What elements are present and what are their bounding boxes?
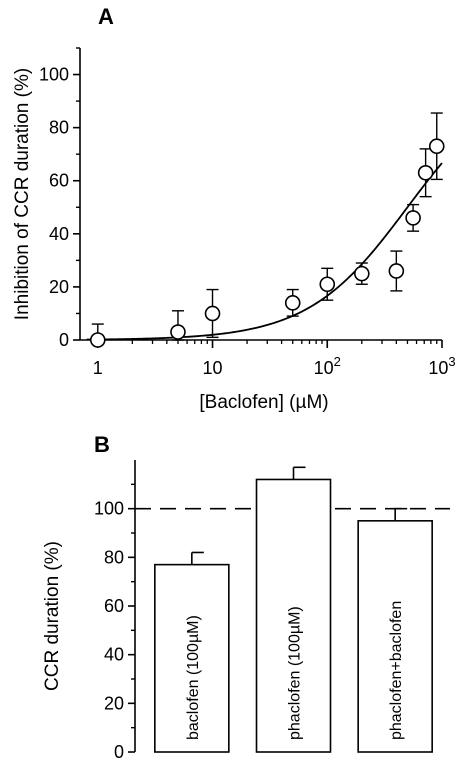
panel-b-y-tick-label: 20 — [104, 693, 124, 713]
panel-b-chart: B 0 20 40 60 80 100 baclofen (100µM) phaclofen… — [42, 432, 450, 762]
panel-a-y-tick-label: 20 — [49, 277, 69, 297]
panel-b-y-tick-label: 60 — [104, 596, 124, 616]
panel-a-letter: A — [98, 4, 114, 29]
panel-a-chart: A 0 20 40 60 80 100 1 10 102 103 Inhibition of C… — [12, 4, 456, 413]
panel-a-data-point — [405, 210, 421, 226]
panel-b-y-tick-label: 80 — [104, 547, 124, 567]
panel-a-y-tick-label: 40 — [49, 224, 69, 244]
panel-a-fit-curve — [86, 162, 443, 341]
panel-b-y-tick-label: 100 — [94, 499, 124, 519]
panel-a-x-tick-label: 102 — [314, 354, 341, 378]
panel-a-data-point — [89, 332, 106, 348]
panel-a-data-point — [417, 164, 434, 181]
panel-a-y-tick-label: 100 — [39, 65, 69, 85]
panel-b-bar — [357, 520, 433, 753]
panel-b-y-label: CCR duration (%) — [42, 541, 63, 691]
panel-b-bar-label: phaclofen (100µM) — [287, 606, 304, 740]
panel-a-data-point — [204, 305, 221, 322]
panel-b-bar — [154, 563, 230, 753]
panel-a-data-point — [170, 324, 186, 340]
panel-a-y-tick-label: 0 — [59, 330, 69, 350]
panel-a-y-label: Inhibition of CCR duration (%) — [12, 68, 33, 320]
panel-a-data-point — [428, 138, 445, 155]
panel-b-y-tick-label: 0 — [114, 742, 124, 762]
panel-b-bar-label: phaclofen+baclofen — [388, 601, 405, 740]
panel-a-y-tick-label: 60 — [49, 171, 69, 191]
panel-a-x-tick-label: 1 — [93, 358, 103, 378]
panel-a-data-point — [388, 263, 405, 279]
panel-a-data-point — [319, 276, 336, 293]
panel-a-x-label: [Baclofen] (µM) — [199, 392, 328, 413]
panel-a-y-tick-label: 80 — [49, 118, 69, 138]
panel-b-letter: B — [94, 432, 110, 457]
panel-b-y-tick-label: 40 — [104, 645, 124, 665]
panel-a-x-tick-label: 103 — [428, 354, 455, 378]
panel-a-data-point — [353, 265, 370, 282]
panel-a-data-point — [284, 295, 301, 311]
panel-b-bar-label: baclofen (100µM) — [185, 615, 202, 740]
panel-b-bar — [255, 478, 332, 753]
panel-a-x-tick-label: 10 — [203, 358, 223, 378]
